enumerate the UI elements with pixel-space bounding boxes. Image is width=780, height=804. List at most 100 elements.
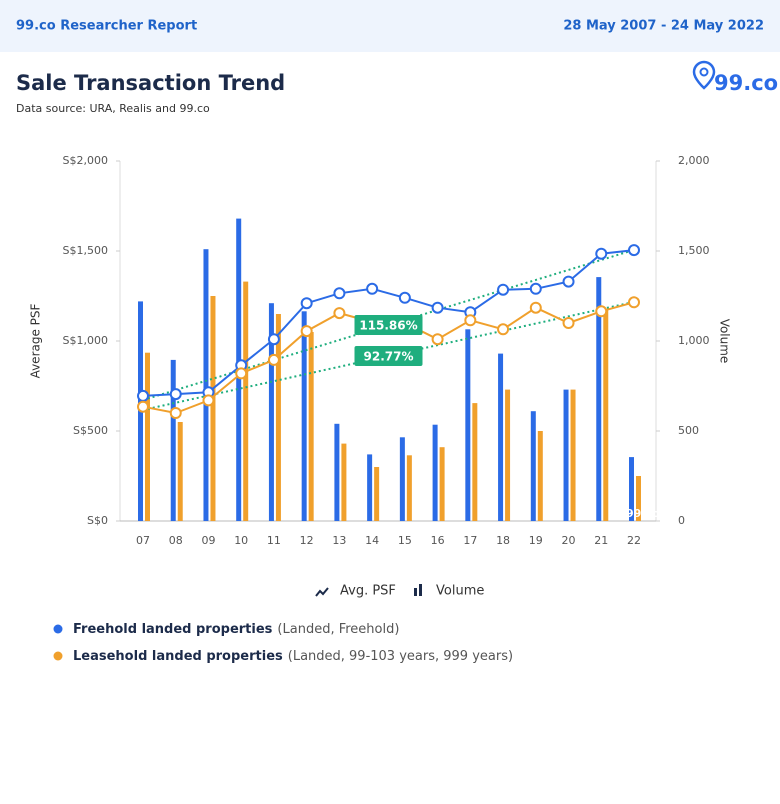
volume-bar xyxy=(537,431,543,521)
psf-point xyxy=(267,333,280,346)
volume-bar xyxy=(472,403,478,521)
psf-point xyxy=(398,291,411,304)
x-tick-label: 07 xyxy=(136,534,150,547)
volume-bar xyxy=(210,296,216,521)
legend-detail: (Landed, 99-103 years, 999 years) xyxy=(288,649,513,664)
volume-bar xyxy=(399,437,405,521)
y-axis-title: Average PSF xyxy=(29,303,43,378)
x-tick-label: 16 xyxy=(431,534,445,547)
psf-point xyxy=(202,394,215,407)
y2-axis-title: Volume xyxy=(718,319,732,364)
trend-label-bg xyxy=(354,345,423,366)
psf-point xyxy=(464,314,477,327)
x-tick-label: 22 xyxy=(627,534,641,547)
psf-point xyxy=(628,244,640,257)
y2-tick-label: 500 xyxy=(678,424,699,437)
volume-bar xyxy=(275,314,281,521)
legend-name: Freehold landed properties xyxy=(73,622,273,637)
volume-bar xyxy=(432,424,438,521)
chart-subtitle: Data source: URA, Realis and 99.co xyxy=(16,102,210,115)
legend-detail: (Landed, Freehold) xyxy=(277,622,399,637)
psf-point xyxy=(628,296,640,309)
x-tick-label: 17 xyxy=(463,534,477,547)
volume-bar xyxy=(505,389,511,521)
psf-point xyxy=(267,353,280,366)
legend-dot xyxy=(53,624,63,634)
y-tick-label: S$1,000 xyxy=(63,334,108,347)
psf-point xyxy=(431,301,444,314)
line-legend-icon xyxy=(315,587,329,597)
psf-point xyxy=(169,407,182,419)
legend-entry: Freehold landed properties (Landed, Freeh… xyxy=(73,622,399,637)
x-tick-label: 11 xyxy=(267,534,281,547)
x-tick-label: 19 xyxy=(529,534,543,547)
x-tick-label: 18 xyxy=(496,534,510,547)
legend-dot xyxy=(53,651,63,661)
volume-bar xyxy=(308,332,314,521)
psf-point xyxy=(366,282,379,295)
volume-bar xyxy=(374,467,380,521)
y-tick-label: S$2,000 xyxy=(63,154,108,167)
y-tick-label: S$500 xyxy=(73,424,108,437)
psf-point xyxy=(497,323,510,336)
psf-point xyxy=(333,287,346,300)
watermark-text: 99.co xyxy=(626,507,660,520)
y-tick-label: S$0 xyxy=(87,514,108,527)
watermark: 99.co xyxy=(626,507,660,520)
volume-bar xyxy=(243,281,249,521)
y-tick-label: S$1,500 xyxy=(63,244,108,257)
volume-bar xyxy=(301,311,307,521)
legend-label: Volume xyxy=(436,584,484,599)
psf-point xyxy=(333,307,346,320)
y2-tick-label: 1,500 xyxy=(678,244,710,257)
x-tick-label: 21 xyxy=(594,534,608,547)
volume-bar xyxy=(439,447,445,521)
psf-point xyxy=(529,282,542,295)
volume-bar xyxy=(406,455,412,521)
trend-label: 115.86% xyxy=(359,318,417,332)
psf-line xyxy=(142,249,635,397)
psf-point xyxy=(235,367,248,380)
y2-tick-label: 2,000 xyxy=(678,154,710,167)
legend-name: Leasehold landed properties xyxy=(73,649,283,664)
psf-point xyxy=(595,305,608,318)
x-tick-label: 10 xyxy=(234,534,248,547)
header-title: 99.co Researcher Report xyxy=(16,19,197,34)
logo-text: 99.co xyxy=(714,71,778,95)
trend-label: 92.77% xyxy=(364,349,414,363)
psf-point xyxy=(595,247,608,260)
x-tick-label: 13 xyxy=(332,534,346,547)
bar-legend-icon xyxy=(419,584,422,596)
volume-bar xyxy=(498,353,504,521)
y2-tick-label: 1,000 xyxy=(678,334,710,347)
type-legend: Avg. PSF Volume xyxy=(315,584,484,599)
volume-bar xyxy=(177,422,183,521)
legend-label: Avg. PSF xyxy=(340,584,396,599)
x-tick-label: 09 xyxy=(201,534,215,547)
volume-bar xyxy=(203,249,209,521)
volume-bar xyxy=(367,454,373,521)
y2-tick-label: 0 xyxy=(678,514,685,527)
header-date: 28 May 2007 - 24 May 2022 xyxy=(563,19,764,34)
volume-bar xyxy=(530,411,536,521)
volume-bar xyxy=(563,389,569,521)
volume-bar xyxy=(465,329,471,521)
volume-bar xyxy=(603,310,609,521)
psf-point xyxy=(497,283,510,296)
psf-point xyxy=(431,333,444,346)
bar-legend-icon xyxy=(414,588,417,596)
volume-bar xyxy=(268,303,274,521)
psf-point xyxy=(169,388,182,401)
volume-bar xyxy=(570,389,576,521)
trend-label-bg xyxy=(354,314,423,335)
header-bar xyxy=(0,0,780,52)
psf-point xyxy=(137,400,149,413)
psf-point xyxy=(300,297,313,310)
volume-bar xyxy=(629,457,634,521)
psf-point xyxy=(562,317,575,329)
psf-point xyxy=(529,301,542,314)
x-tick-label: 08 xyxy=(169,534,183,547)
x-tick-label: 15 xyxy=(398,534,412,547)
psf-point xyxy=(562,275,575,288)
